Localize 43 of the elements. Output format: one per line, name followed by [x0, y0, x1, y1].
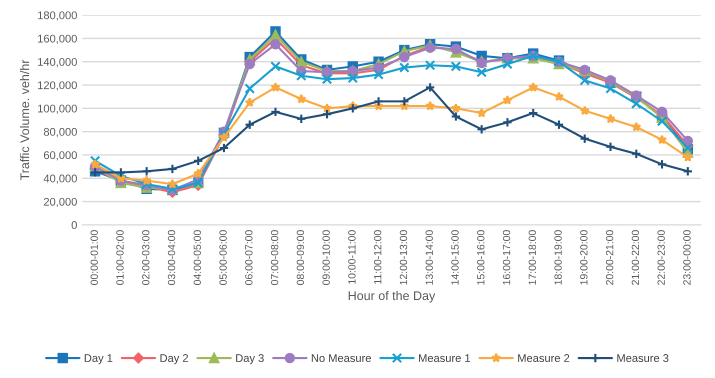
legend-label: Measure 1: [419, 354, 470, 362]
x-tick-label: 00:00-01:00: [90, 230, 98, 285]
x-tick-label: 18:00-19:00: [554, 230, 562, 285]
legend-label: No Measure: [312, 354, 371, 362]
x-tick-label: 12:00-13:00: [400, 230, 408, 285]
x-tick-label: 07:00-08:00: [270, 230, 278, 285]
x-tick-label: 22:00-23:00: [657, 230, 665, 285]
x-tick-label: 09:00-10:00: [322, 230, 330, 285]
x-tick-label: 16:00-17:00: [502, 230, 510, 285]
x-tick-label: 05:00-06:00: [219, 230, 227, 285]
x-axis-title: Hour of the Day: [348, 290, 436, 303]
x-tick-label: 01:00-02:00: [116, 230, 124, 285]
x-tick-label: 13:00-14:00: [426, 230, 433, 285]
x-tick-label: 04:00-05:00: [194, 230, 201, 285]
y-tick-label: 20,000: [44, 198, 77, 208]
y-tick-label: 180,000: [38, 11, 77, 21]
y-tick-label: 120,000: [38, 81, 77, 90]
legend-label: Day 3: [236, 354, 264, 364]
x-tick-label: 17:00-18:00: [528, 230, 536, 285]
legend-label: Measure 3: [617, 354, 668, 362]
y-tick-label: 160,000: [38, 34, 77, 44]
legend-label: Day 2: [160, 354, 188, 364]
y-axis-title: Traffic Volume. veh/hr: [20, 60, 30, 180]
y-tick-label: 140,000: [38, 58, 77, 68]
x-tick-label: 21:00-22:00: [632, 230, 640, 285]
x-tick-label: 14:00-15:00: [451, 230, 459, 285]
y-tick-label: 100,000: [38, 104, 77, 114]
x-tick-label: 02:00-03:00: [142, 230, 150, 285]
x-tick-label: 03:00-04:00: [168, 230, 176, 285]
y-tick-label: 40,000: [44, 174, 77, 184]
x-tick-label: 06:00-07:00: [245, 230, 253, 285]
x-tick-label: 10:00-11:00: [348, 230, 356, 284]
y-tick-label: 0: [72, 221, 77, 230]
x-tick-label: 15:00-16:00: [477, 230, 484, 285]
x-tick-label: 11:00-12:00: [374, 230, 382, 284]
legend-label: Measure 2: [518, 354, 570, 362]
x-tick-label: 19:00-20:00: [580, 230, 588, 285]
x-tick-label: 20:00-21:00: [606, 230, 614, 285]
y-tick-label: 80,000: [44, 128, 77, 138]
x-tick-label: 08:00-09:00: [296, 230, 304, 285]
y-tick-label: 60,000: [44, 151, 77, 160]
legend-label: Day 1: [84, 354, 112, 364]
x-tick-label: 23:00-00:00: [683, 230, 691, 285]
